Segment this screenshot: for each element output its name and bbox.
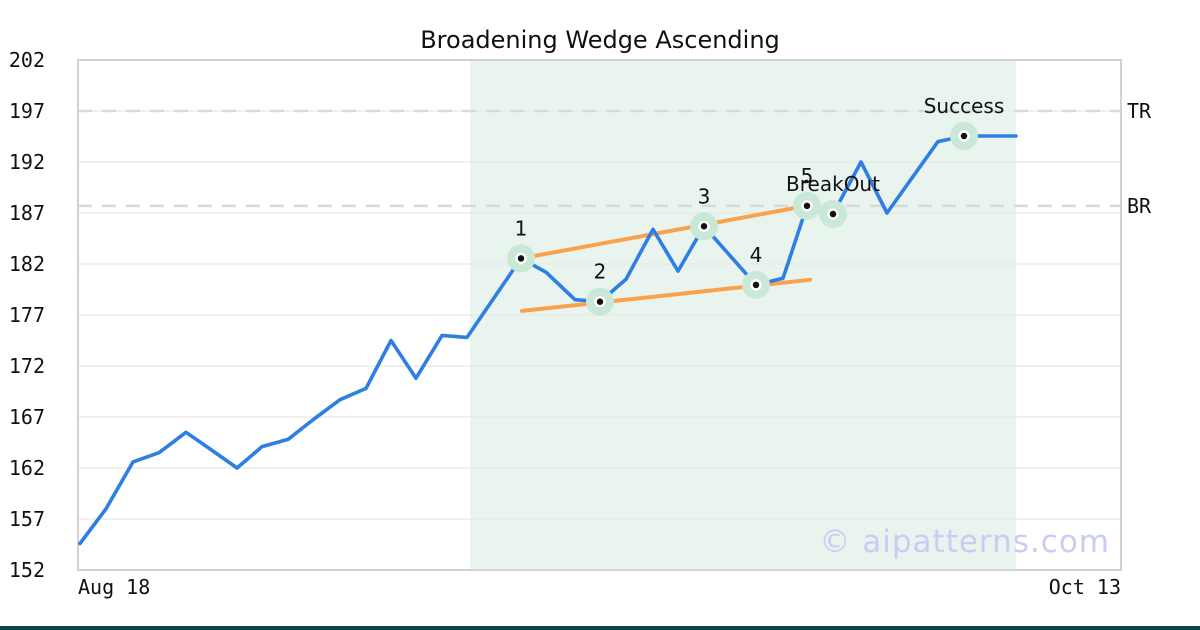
y-tick-label: 152 [9,558,45,582]
y-tick-label: 187 [9,201,45,225]
chart-title: Broadening Wedge Ascending [420,26,780,54]
annotation-4: 4 [750,243,763,267]
y-tick-label: 182 [9,252,45,276]
annotation-5: 5 [801,164,814,188]
marker-dot [827,208,839,220]
x-tick-label-start: Aug 18 [78,575,150,599]
plot-border [77,59,1122,571]
level-label-br: BR [1127,194,1152,218]
y-tick-label: 157 [9,507,45,531]
x-tick-label-end: Oct 13 [1049,575,1121,599]
marker-dot [750,279,762,291]
y-tick-label: 162 [9,456,45,480]
upper-trendline [519,202,814,261]
marker-dot [801,200,813,212]
watermark: © aipatterns.com [819,524,1110,560]
annotation-2: 2 [594,260,607,284]
y-tick-label: 172 [9,354,45,378]
bottom-bar [0,626,1200,630]
marker-dot [515,252,527,265]
level-label-tr: TR [1127,99,1152,123]
marker-dot [698,220,710,233]
annotation-1: 1 [515,216,528,240]
y-tick-label: 197 [9,99,45,123]
y-tick-label: 192 [9,150,45,174]
marker-dot [958,130,970,142]
y-tick-label: 177 [9,303,45,327]
marker-dot [594,295,606,308]
annotation-success: Success [924,94,1005,118]
annotation-breakout: BreakOut [786,172,880,196]
annotation-3: 3 [698,184,711,208]
y-tick-label: 167 [9,405,45,429]
y-tick-label: 202 [9,48,45,72]
